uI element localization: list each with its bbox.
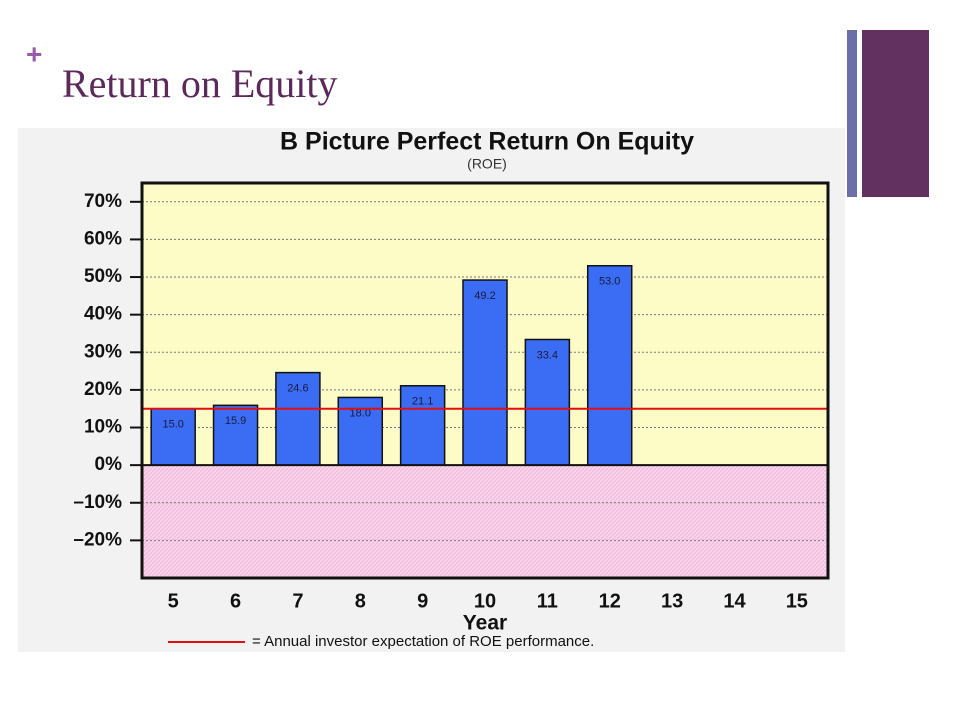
plus-sign: + [26, 38, 42, 69]
legend-label: = Annual investor expectation of ROE per… [252, 633, 594, 650]
plot-frame [140, 181, 830, 580]
y-tick-label: –10% [73, 492, 122, 513]
bar [399, 385, 446, 466]
bar [150, 407, 196, 466]
x-tick-label: 9 [417, 590, 428, 612]
value-label: 15.9 [225, 415, 246, 427]
value-label: 21.1 [412, 396, 433, 408]
y-tick-label: 30% [84, 341, 122, 362]
bar [462, 279, 508, 466]
decor-bar [847, 30, 857, 197]
bar [275, 371, 321, 466]
y-tick-label: 10% [84, 417, 122, 438]
x-tick-label: 13 [661, 590, 683, 612]
value-label: 53.0 [599, 276, 620, 288]
y-tick-label: –20% [73, 529, 122, 550]
x-tick-label: 8 [355, 590, 366, 612]
chart-subtitle: (ROE) [467, 156, 507, 172]
bar [586, 265, 633, 466]
x-tick-label: 15 [786, 590, 808, 612]
y-tick-label: 60% [84, 228, 122, 249]
y-tick-label: 50% [84, 266, 122, 287]
x-tick-label: 10 [474, 590, 496, 612]
x-tick-label: 6 [230, 590, 241, 612]
value-label: 15.0 [162, 419, 183, 431]
x-tick-label: 5 [168, 590, 179, 612]
decor-bar [862, 30, 929, 197]
slide-title: Return on Equity [62, 61, 338, 106]
value-label: 18.0 [350, 407, 371, 419]
value-label: 24.6 [287, 383, 308, 395]
x-tick-label: 11 [537, 590, 558, 612]
negative-region [142, 465, 828, 578]
x-tick-label: 7 [292, 590, 303, 612]
x-tick-label: 14 [723, 590, 746, 612]
value-label: 49.2 [474, 290, 495, 302]
x-tick-label: 12 [599, 590, 621, 612]
y-tick-label: 40% [84, 304, 122, 325]
x-axis-label: Year [463, 612, 507, 635]
y-tick-label: 70% [84, 191, 122, 212]
bar [524, 338, 571, 466]
chart-title: B Picture Perfect Return On Equity [280, 128, 694, 156]
plot: –20% –10% 0% 10% 20% 30% 40% 50% 60% 70% 5 15.0 6 15.… [73, 181, 830, 650]
y-tick-label: 0% [95, 454, 123, 475]
value-label: 33.4 [537, 349, 558, 361]
y-tick-label: 20% [84, 379, 122, 400]
